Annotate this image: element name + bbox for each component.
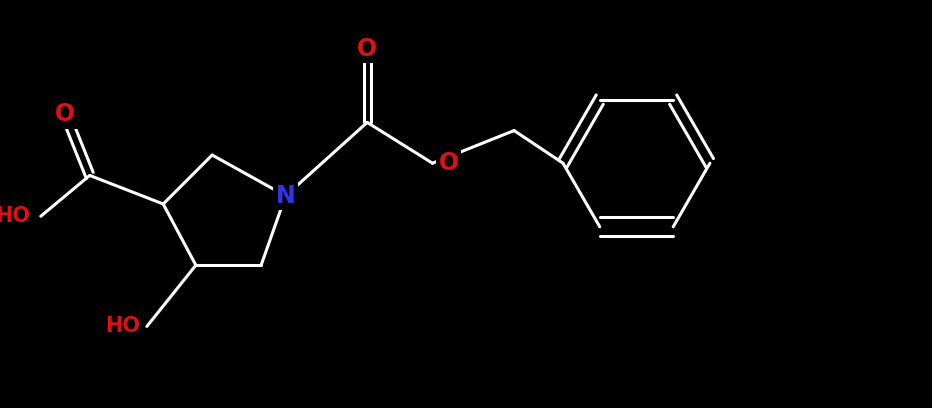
Text: HO: HO <box>0 206 30 226</box>
Text: HO: HO <box>105 316 140 337</box>
Text: O: O <box>55 102 75 126</box>
Text: O: O <box>439 151 459 175</box>
Text: N: N <box>276 184 295 208</box>
Text: O: O <box>357 37 377 61</box>
